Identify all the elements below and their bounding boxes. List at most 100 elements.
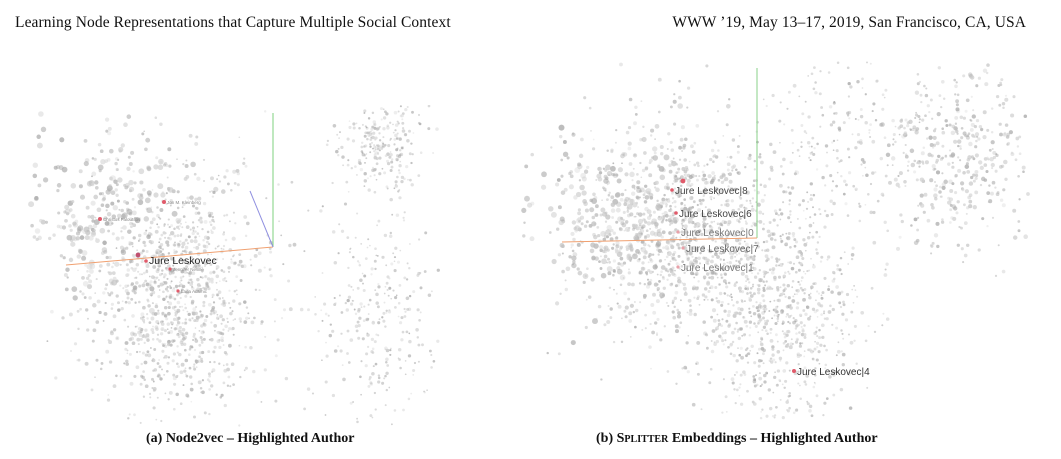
node-dot <box>837 126 842 130</box>
node-dot <box>668 231 672 235</box>
node-dot <box>125 359 129 363</box>
node-dot <box>821 175 825 180</box>
node-dot <box>91 182 95 187</box>
node-dot <box>34 196 39 201</box>
node-dot <box>210 384 214 388</box>
persona-label: Jure Leskovec|0 <box>681 228 754 239</box>
node-dot <box>812 193 816 197</box>
node-dot <box>701 293 706 297</box>
node-dot <box>999 132 1003 137</box>
node-dot <box>843 179 847 183</box>
node-dot <box>794 270 798 274</box>
node-dot <box>194 230 197 233</box>
node-dot <box>808 223 813 228</box>
node-dot <box>176 308 181 313</box>
node-dot <box>748 334 751 337</box>
node-dot <box>740 355 744 360</box>
node-dot <box>709 259 714 264</box>
node-dot <box>123 122 128 128</box>
node-dot <box>365 157 368 160</box>
node-dot <box>403 211 406 214</box>
node-dot <box>829 304 832 308</box>
node-dot <box>108 294 112 297</box>
node-dot <box>821 335 825 339</box>
node-dot <box>346 236 350 239</box>
node-dot <box>720 224 724 227</box>
node-dot <box>238 344 241 347</box>
node-dot <box>93 219 100 226</box>
node-dot <box>962 131 967 136</box>
node-dot <box>756 245 760 249</box>
node-dot <box>373 391 377 395</box>
node-dot <box>156 362 160 365</box>
node-dot <box>314 313 317 316</box>
node-dot <box>847 371 852 376</box>
node-dot <box>363 134 367 138</box>
node-dot <box>243 215 248 219</box>
node-dot <box>771 353 775 357</box>
node-dot <box>396 175 399 179</box>
node-dot <box>373 340 377 344</box>
node-dot <box>783 287 787 291</box>
node-dot <box>32 162 38 168</box>
node-dot <box>787 296 791 300</box>
node-dot <box>785 315 788 318</box>
node-dot <box>667 273 671 277</box>
node-dot <box>185 393 190 398</box>
node-dot <box>184 373 187 376</box>
node-dot <box>126 268 131 272</box>
node-dot <box>693 163 697 167</box>
node-dot <box>410 183 414 187</box>
node-dot <box>363 109 367 113</box>
node-dot <box>759 340 762 343</box>
node-dot <box>773 209 778 213</box>
node-dot <box>395 148 399 152</box>
node-dot <box>384 154 388 158</box>
node-dot <box>714 187 719 192</box>
node-dot <box>198 264 201 268</box>
node-dot <box>813 213 817 216</box>
node-dot <box>931 164 936 169</box>
node-dot <box>385 112 389 116</box>
node-dot <box>732 164 737 168</box>
node-dot <box>934 181 936 183</box>
node-dot <box>807 348 810 352</box>
node-dot <box>176 320 181 325</box>
node-dot <box>954 122 958 125</box>
node-dot <box>703 298 706 301</box>
node-dot <box>694 232 699 236</box>
node-dot <box>642 255 647 260</box>
node-dot <box>640 247 643 250</box>
node-dot <box>686 207 691 212</box>
node-dot <box>758 318 763 322</box>
node-dot <box>212 226 216 230</box>
node-dot <box>762 286 766 290</box>
node-dot <box>724 272 727 276</box>
node-dot <box>126 352 129 355</box>
node-dot <box>639 187 645 193</box>
node-dot <box>671 269 674 272</box>
node-dot <box>807 75 810 77</box>
node-dot <box>177 316 181 320</box>
node-dot <box>802 270 805 273</box>
node-dot <box>725 199 728 203</box>
node-dot <box>691 214 695 218</box>
node-dot <box>975 173 979 178</box>
node-dot <box>775 305 779 309</box>
node-dot <box>643 218 646 221</box>
node-dot <box>966 134 970 137</box>
node-dot <box>274 354 278 358</box>
node-dot <box>1004 97 1009 102</box>
node-dot <box>649 322 652 326</box>
node-dot <box>167 398 170 401</box>
node-dot <box>820 296 824 300</box>
node-dot <box>662 246 665 250</box>
node-dot <box>732 233 736 237</box>
node-dot <box>782 274 787 278</box>
node-dot <box>128 162 133 166</box>
node-dot <box>769 327 773 331</box>
node-dot <box>603 323 607 327</box>
node-dot <box>227 270 231 273</box>
node-dot <box>739 307 744 312</box>
node-dot <box>635 224 638 227</box>
